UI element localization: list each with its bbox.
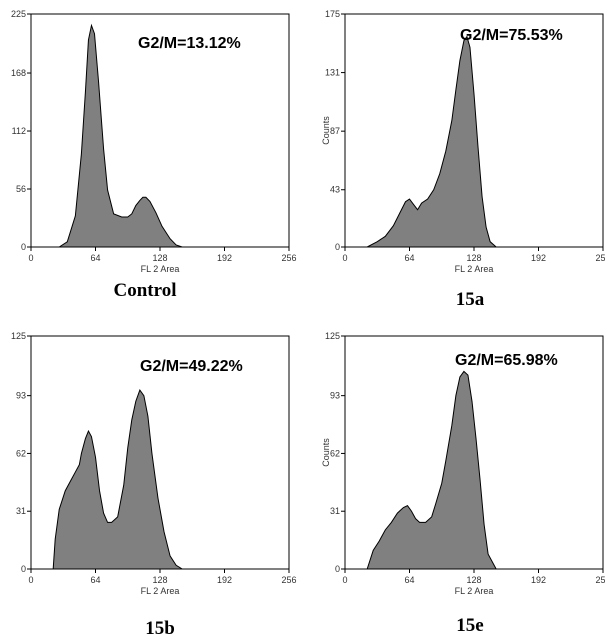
y-tick-label-15b-0: 0 — [21, 564, 26, 574]
x-tick-label-15b-2: 128 — [152, 575, 167, 585]
x-axis-title-control: FL 2 Area — [141, 264, 180, 274]
g2m-percentage-15a: G2/M=75.53% — [460, 27, 563, 44]
x-tick-label-15b-0: 0 — [28, 575, 33, 585]
y-tick-label-control-0: 0 — [21, 242, 26, 252]
y-tick-label-15b-4: 125 — [11, 331, 26, 341]
y-tick-label-15e-4: 125 — [325, 331, 340, 341]
y-tick-label-control-3: 168 — [11, 68, 26, 78]
x-tick-label-15a-1: 64 — [404, 253, 414, 263]
y-tick-label-15a-3: 131 — [325, 68, 340, 78]
x-tick-label-control-1: 64 — [90, 253, 100, 263]
histogram-area-control — [57, 23, 183, 248]
g2m-percentage-15e: G2/M=65.98% — [455, 352, 558, 369]
x-axis-title-15a: FL 2 Area — [455, 264, 494, 274]
panel-15a: 0 64 128 192 256 0 43 87 131 175 Counts FL 2 Area G2… — [321, 9, 605, 310]
panel-caption-15a: 15a — [456, 289, 485, 310]
panel-caption-15e: 15e — [456, 615, 483, 636]
y-tick-label-control-1: 56 — [16, 184, 26, 194]
panel-caption-control: Control — [114, 280, 177, 301]
panel-caption-15b: 15b — [145, 618, 175, 637]
x-tick-label-15a-4: 256 — [595, 253, 605, 263]
x-tick-label-15e-3: 192 — [531, 575, 546, 585]
y-tick-label-control-2: 112 — [12, 126, 26, 136]
x-tick-label-control-3: 192 — [217, 253, 232, 263]
g2m-percentage-15b: G2/M=49.22% — [140, 358, 243, 375]
histogram-area-15e — [366, 370, 498, 570]
x-tick-label-15e-2: 128 — [466, 575, 481, 585]
y-tick-label-15e-2: 62 — [330, 448, 340, 458]
y-tick-label-15e-1: 31 — [330, 506, 340, 516]
y-tick-label-15a-2: 87 — [330, 126, 340, 136]
y-tick-label-15b-2: 62 — [16, 448, 26, 458]
histogram-area-15b — [52, 388, 184, 570]
x-tick-label-15b-1: 64 — [90, 575, 100, 585]
y-tick-label-control-4: 225 — [11, 9, 26, 19]
y-tick-label-15a-0: 0 — [335, 242, 340, 252]
y-tick-label-15b-1: 31 — [16, 506, 26, 516]
x-axis-title-15e: FL 2 Area — [455, 586, 494, 596]
panel-control: 0 64 128 192 256 0 56 112 168 225 FL 2 Area G2/M=13… — [11, 9, 297, 301]
x-tick-label-control-4: 256 — [281, 253, 296, 263]
g2m-percentage-control: G2/M=13.12% — [138, 35, 241, 52]
x-tick-label-15e-0: 0 — [342, 575, 347, 585]
y-tick-label-15b-3: 93 — [16, 391, 26, 401]
x-tick-label-15e-1: 64 — [404, 575, 414, 585]
x-tick-label-control-2: 128 — [152, 253, 167, 263]
x-tick-label-15b-3: 192 — [217, 575, 232, 585]
histogram-area-15a — [366, 35, 498, 248]
x-tick-label-15a-0: 0 — [342, 253, 347, 263]
y-axis-title-15a: Counts — [321, 116, 331, 145]
x-tick-label-15e-4: 256 — [595, 575, 605, 585]
x-tick-label-15a-3: 192 — [531, 253, 546, 263]
x-tick-label-15b-4: 256 — [281, 575, 296, 585]
y-tick-label-15a-1: 43 — [330, 185, 340, 195]
x-tick-label-control-0: 0 — [28, 253, 33, 263]
y-axis-title-15e: Counts — [321, 438, 331, 467]
panel-15b: 0 64 128 192 256 0 31 62 93 125 FL 2 Area G2/M=49.2… — [11, 331, 297, 637]
x-tick-label-15a-2: 128 — [466, 253, 481, 263]
y-tick-label-15e-0: 0 — [335, 564, 340, 574]
x-axis-title-15b: FL 2 Area — [141, 586, 180, 596]
y-tick-label-15e-3: 93 — [330, 391, 340, 401]
y-tick-label-15a-4: 175 — [325, 9, 340, 19]
panel-15e: 0 64 128 192 256 0 31 62 93 125 Counts FL 2 Area G2/… — [321, 331, 605, 636]
